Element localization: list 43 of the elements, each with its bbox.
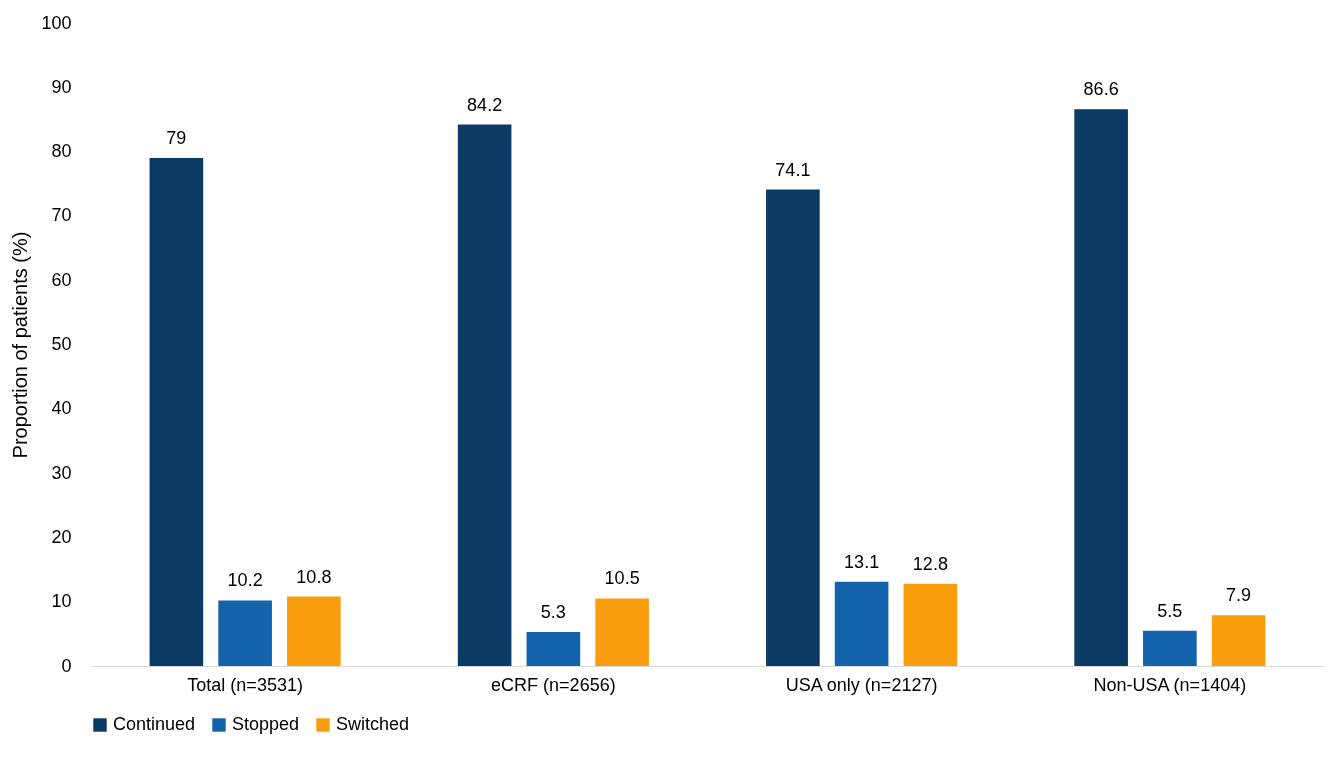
- bar: [595, 598, 649, 666]
- bar: [1211, 615, 1266, 666]
- bar: [218, 600, 272, 666]
- y-tick-label: 100: [41, 12, 72, 33]
- bar: [766, 189, 820, 666]
- y-tick-label: 90: [51, 76, 72, 97]
- y-tick-label: 40: [51, 398, 72, 419]
- bar: [834, 581, 889, 666]
- data-label: 10.8: [296, 566, 332, 587]
- bar: [903, 583, 958, 666]
- data-label: 74.1: [775, 159, 811, 180]
- data-label: 10.2: [227, 570, 263, 591]
- data-label: 12.8: [912, 553, 948, 574]
- x-tick-label: Total (n=3531): [187, 674, 303, 695]
- data-label: 5.3: [540, 601, 566, 622]
- bar: [1074, 109, 1128, 666]
- y-tick-label: 30: [51, 462, 72, 483]
- data-label: 84.2: [467, 94, 503, 115]
- y-tick-label: 10: [51, 591, 72, 612]
- bar: [526, 631, 581, 666]
- bar: [1143, 630, 1197, 666]
- y-tick-label: 20: [51, 526, 72, 547]
- y-tick-label: 80: [51, 141, 72, 162]
- y-tick-label: 60: [51, 269, 72, 290]
- bar: [457, 124, 512, 666]
- data-label: 79: [166, 128, 187, 149]
- data-label: 10.5: [604, 568, 640, 589]
- data-label: 13.1: [844, 551, 880, 572]
- x-tick-label: eCRF (n=2656): [491, 674, 616, 695]
- y-tick-label: 0: [61, 655, 72, 676]
- y-tick-label: 70: [51, 205, 72, 226]
- legend-label: Stopped: [232, 714, 300, 734]
- bar: [149, 158, 204, 666]
- data-label: 5.5: [1157, 600, 1183, 621]
- legend-label: Continued: [113, 714, 196, 734]
- bar: [287, 596, 341, 666]
- y-axis-title: Proportion of patients (%): [9, 231, 32, 459]
- x-tick-label: Non-USA (n=1404): [1093, 674, 1247, 695]
- x-tick-label: USA only (n=2127): [785, 674, 938, 695]
- y-tick-label: 50: [51, 334, 72, 354]
- data-label: 86.6: [1083, 79, 1119, 100]
- data-label: 7.9: [1226, 585, 1252, 606]
- legend-label: Switched: [336, 714, 410, 734]
